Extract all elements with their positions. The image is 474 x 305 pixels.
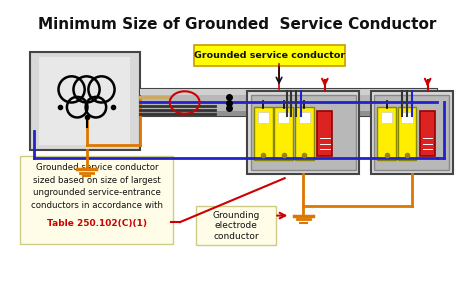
FancyBboxPatch shape [381, 112, 392, 123]
FancyBboxPatch shape [257, 112, 269, 123]
FancyBboxPatch shape [401, 112, 413, 123]
Text: Minimum Size of Grounded  Service Conductor: Minimum Size of Grounded Service Conduct… [38, 16, 436, 31]
Text: Table 250.102(C)(1): Table 250.102(C)(1) [47, 219, 147, 228]
Text: Grounded service conductor
sized based on size of largest
ungrounded service-ent: Grounded service conductor sized based o… [31, 163, 163, 210]
FancyBboxPatch shape [140, 111, 437, 116]
FancyBboxPatch shape [318, 111, 332, 156]
FancyBboxPatch shape [374, 95, 449, 170]
FancyBboxPatch shape [377, 107, 396, 160]
FancyBboxPatch shape [39, 57, 130, 145]
FancyBboxPatch shape [420, 111, 435, 156]
Ellipse shape [58, 78, 115, 114]
FancyBboxPatch shape [295, 107, 314, 160]
FancyBboxPatch shape [247, 91, 359, 174]
FancyBboxPatch shape [278, 112, 289, 123]
FancyBboxPatch shape [299, 112, 310, 123]
FancyBboxPatch shape [251, 95, 356, 170]
FancyBboxPatch shape [254, 107, 273, 160]
Text: Grounded service conductor: Grounded service conductor [194, 51, 345, 60]
FancyBboxPatch shape [140, 89, 437, 95]
FancyBboxPatch shape [196, 206, 276, 246]
FancyBboxPatch shape [398, 107, 417, 160]
FancyBboxPatch shape [20, 156, 173, 244]
FancyBboxPatch shape [29, 52, 140, 150]
FancyBboxPatch shape [371, 91, 453, 174]
FancyBboxPatch shape [274, 107, 293, 160]
Text: Grounding
electrode
conductor: Grounding electrode conductor [212, 211, 260, 241]
FancyBboxPatch shape [140, 89, 437, 116]
FancyBboxPatch shape [194, 45, 346, 66]
